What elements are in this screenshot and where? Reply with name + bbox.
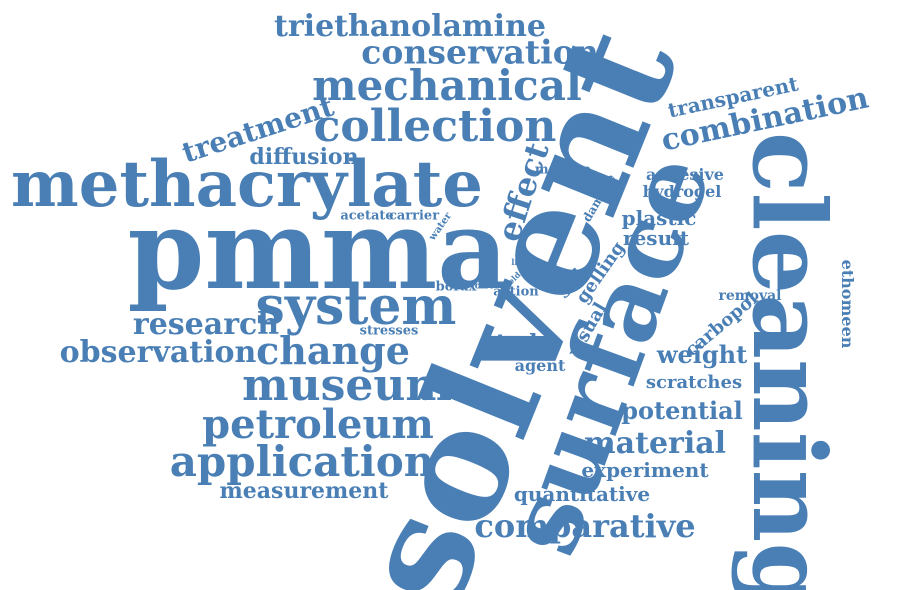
word-limit: limit [511,257,533,267]
word-stresses: stresses [359,323,419,339]
word-potential: potential [621,396,743,425]
word-triethanolamine: triethanolamine [274,9,546,44]
word-experiment: experiment [581,458,709,482]
word-result: result [623,226,689,250]
word-diffusion: diffusion [249,144,359,170]
word-comparative: comparative [474,507,696,545]
word-borax: borax [435,279,477,295]
word-change: change [256,328,410,373]
word-measurement: measurement [219,478,389,504]
word-matrice: matrice [534,162,592,178]
word-ethomeen: ethomeen [838,259,857,349]
word-methacrylate: methacrylate [11,147,483,222]
word-acetate: acetate [340,208,394,224]
word-hydrogel: hydrogel [642,182,722,201]
word-agent: agent [514,356,566,375]
word-quantitative: quantitative [513,482,651,506]
word-cleaning: cleaning [730,131,848,590]
word-scratches: scratches [645,372,743,393]
word-dirt: dirt [474,281,494,292]
word-action: action [493,284,539,300]
word-adhesive: adhesive [646,165,724,184]
word-application: application [169,437,435,486]
word-material: material [583,426,727,461]
word-museum: museum [242,360,452,411]
word-collection: collection [313,101,557,152]
word-research: research [132,307,280,342]
word-carrier: carrier [388,208,440,224]
word-weight: weight [656,340,748,369]
word-observation: observation [59,335,257,370]
word-petroleum: petroleum [202,401,434,448]
word-most: most [532,262,558,273]
word-conservation: conservation [361,32,599,72]
word-pmma: pmma [127,185,509,314]
word-plastic: plastic [621,206,697,230]
word-study: study [483,330,551,356]
word-removal: removal [718,288,782,304]
word-mechanical: mechanical [312,61,582,110]
word-system: system [255,276,457,337]
